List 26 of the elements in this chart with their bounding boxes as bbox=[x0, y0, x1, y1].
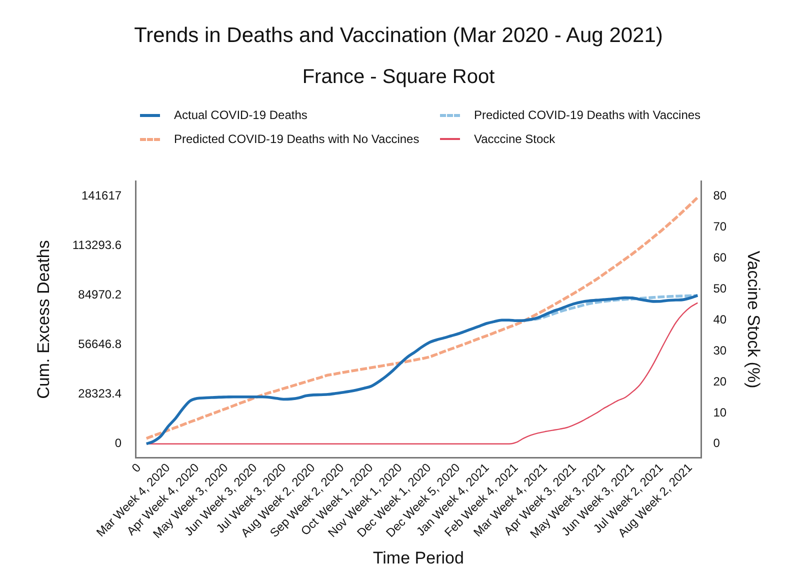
y2-tick-label: 60 bbox=[713, 250, 727, 265]
y-tick-label: 84970.2 bbox=[78, 288, 122, 302]
y-tick-label: 141617 bbox=[82, 188, 122, 203]
legend-label: Predicted COVID-19 Deaths with No Vaccines bbox=[174, 132, 420, 146]
y-tick-label: 0 bbox=[114, 436, 122, 450]
y-tick-label: 56646.8 bbox=[78, 337, 122, 352]
chart-title: Trends in Deaths and Vaccination (Mar 2020 - Aug 2021) bbox=[133, 24, 664, 48]
y-axis-title: Cum. Excess Deaths bbox=[34, 240, 53, 399]
y-tick-label: 28323.4 bbox=[78, 386, 122, 401]
y2-tick-label: 50 bbox=[713, 282, 727, 296]
legend-label: Actual COVID-19 Deaths bbox=[174, 108, 308, 122]
y2-tick-label: 10 bbox=[713, 405, 727, 420]
legend-label: Vacccine Stock bbox=[474, 132, 556, 146]
x-axis-title: Time Period bbox=[372, 548, 464, 568]
y2-tick-label: 70 bbox=[713, 220, 727, 234]
y2-tick-label: 30 bbox=[713, 343, 727, 358]
y2-tick-label: 80 bbox=[713, 188, 727, 203]
y2-tick-label: 40 bbox=[713, 312, 727, 326]
x-tick-label: 0 bbox=[129, 460, 144, 476]
line-series bbox=[145, 196, 700, 440]
y2-axis-title: Vaccine Stock (%) bbox=[744, 250, 764, 388]
chart-subtitle: France - Square Root bbox=[301, 66, 496, 89]
y2-tick-label: 20 bbox=[713, 374, 727, 388]
y-tick-label: 113293.6 bbox=[72, 238, 122, 252]
y2-tick-label: 0 bbox=[713, 436, 720, 450]
legend-label: Predicted COVID-19 Deaths with Vaccines bbox=[474, 108, 701, 122]
